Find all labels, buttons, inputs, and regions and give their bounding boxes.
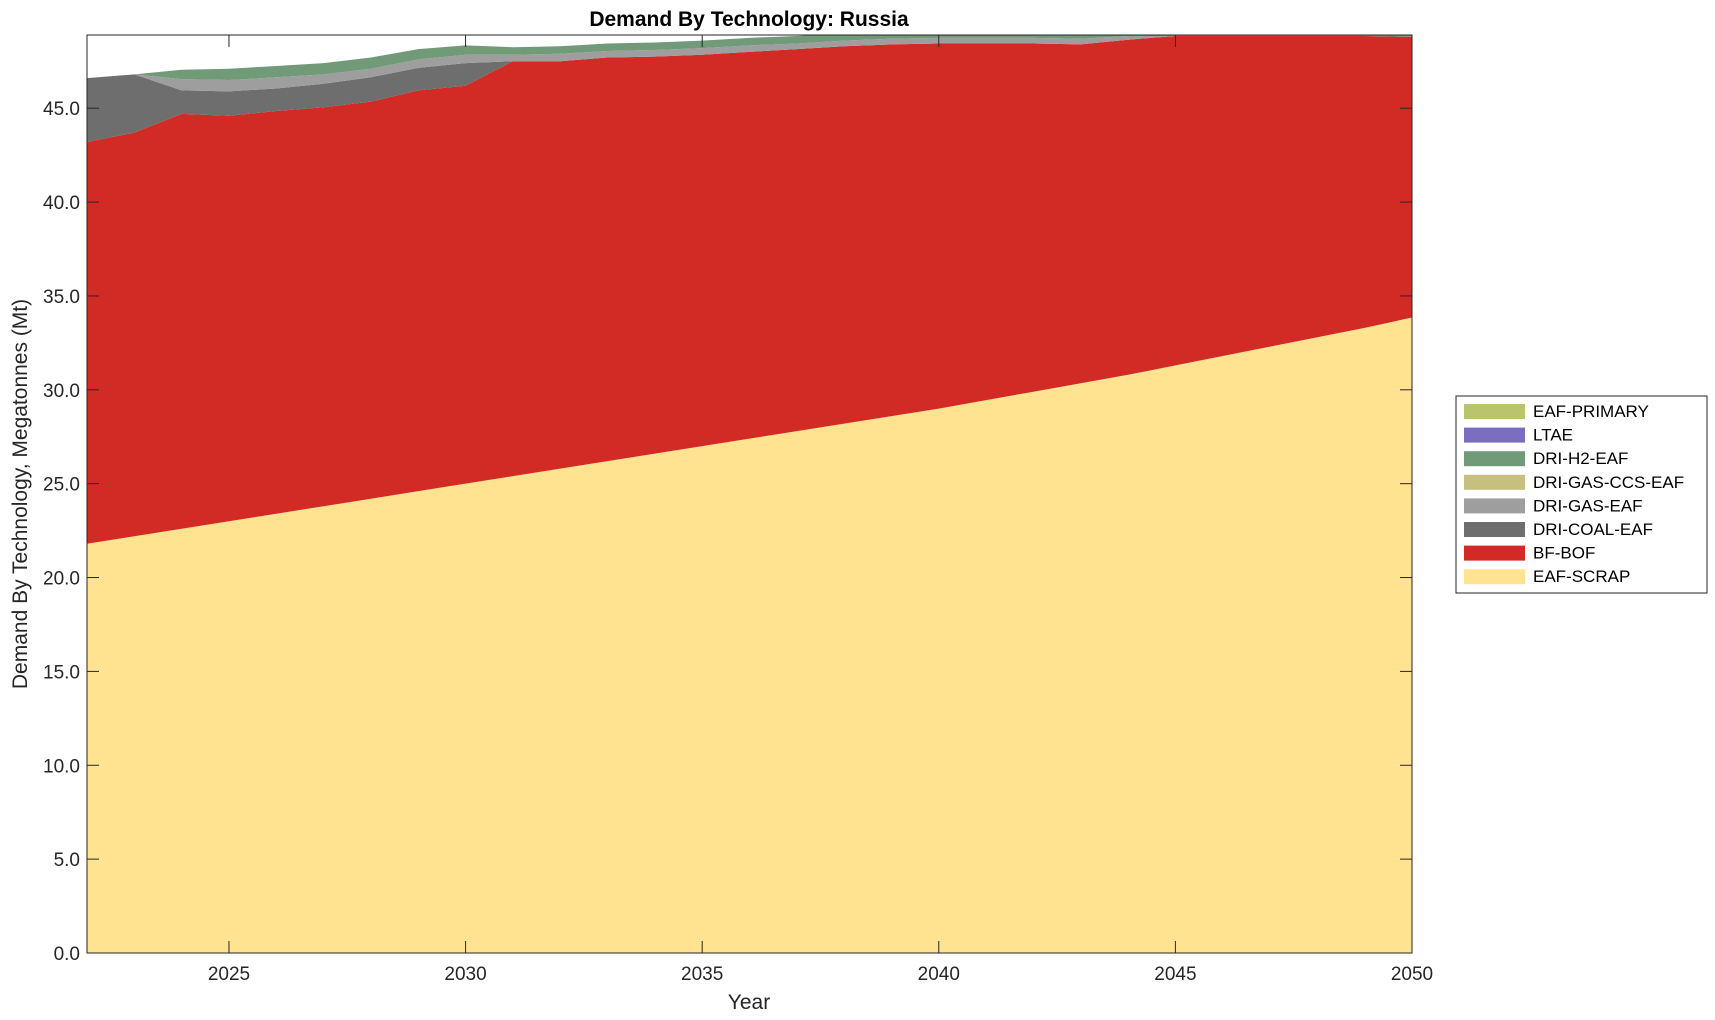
x-axis-label: Year [728, 991, 770, 1014]
y-tick-label: 20.0 [43, 569, 80, 590]
legend-swatch-dri-gas-ccs-eaf [1464, 474, 1525, 490]
y-tick-labels: 0.0 5.0 10.0 15.0 20.0 25.0 30.0 35.0 40.0 45.0 [43, 99, 80, 965]
legend-swatch-dri-coal-eaf [1464, 522, 1525, 537]
legend-label-dri-coal-eaf: DRI-COAL-EAF [1533, 520, 1653, 539]
area-dri-gas-eaf [87, 35, 1412, 92]
x-tick-label: 2030 [444, 964, 486, 985]
y-tick-label: 25.0 [43, 475, 80, 496]
legend: EAF-PRIMARY LTAE DRI-H2-EAF DRI-GAS-CCS-EAF… [1455, 395, 1708, 594]
x-tick-label: 2045 [1154, 964, 1196, 985]
legend-label-bf-bof: BF-BOF [1533, 544, 1595, 563]
legend-swatch-eaf-scrap [1464, 569, 1525, 585]
y-tick-label: 30.0 [43, 381, 80, 402]
y-tick-label: 10.0 [43, 756, 80, 777]
plot-frame [86, 34, 1413, 954]
legend-swatch-bf-bof [1464, 545, 1525, 561]
legend-box [1455, 395, 1708, 594]
y-tick-label: 35.0 [43, 287, 80, 308]
area-dri-coal-eaf [87, 35, 1412, 143]
chart-title: Demand By Technology: Russia [589, 8, 909, 31]
legend-label-dri-gas-eaf: DRI-GAS-EAF [1533, 496, 1643, 515]
y-tick-label: 40.0 [43, 193, 80, 214]
x-tick-labels: 2025 2030 2035 2040 2045 2050 [208, 964, 1433, 985]
x-tick-label: 2025 [208, 964, 250, 985]
legend-swatch-ltae [1464, 427, 1525, 443]
area-eaf-scrap [87, 317, 1412, 953]
x-tick-label: 2035 [681, 964, 723, 985]
legend-label-eaf-primary: EAF-PRIMARY [1533, 402, 1649, 421]
area-series-group [87, 35, 1412, 953]
area-dri-h2-eaf [87, 35, 1412, 81]
y-tick-label: 15.0 [43, 662, 80, 683]
legend-swatch-dri-h2-eaf [1464, 451, 1525, 467]
y-tick-label: 45.0 [43, 99, 80, 120]
legend-label-ltae: LTAE [1533, 426, 1573, 445]
x-tick-label: 2040 [918, 964, 960, 985]
y-axis-label: Demand By Technology, Megatonnes (Mt) [9, 299, 32, 689]
legend-label-dri-h2-eaf: DRI-H2-EAF [1533, 449, 1628, 468]
legend-swatch-eaf-primary [1464, 404, 1525, 419]
y-tick-label: 5.0 [54, 850, 80, 871]
legend-swatch-dri-gas-eaf [1464, 498, 1525, 514]
x-tick-label: 2050 [1391, 964, 1433, 985]
y-tick-label: 0.0 [54, 944, 80, 965]
area-bf-bof [87, 35, 1412, 544]
legend-label-dri-gas-ccs-eaf: DRI-GAS-CCS-EAF [1533, 473, 1684, 492]
legend-label-eaf-scrap: EAF-SCRAP [1533, 567, 1630, 586]
